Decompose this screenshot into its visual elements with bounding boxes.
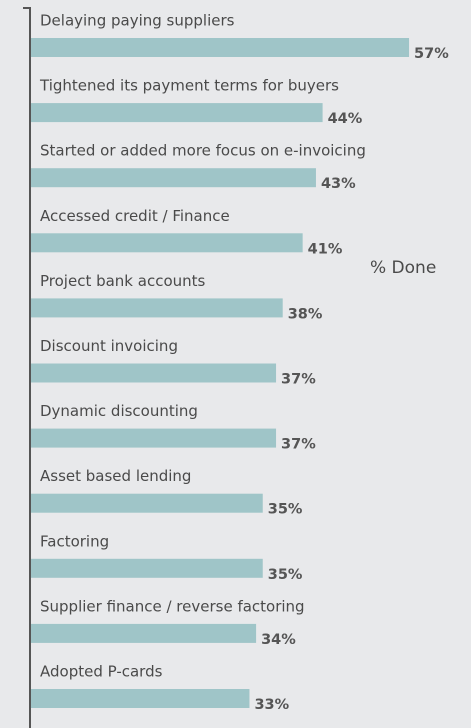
annotation: % Done xyxy=(370,258,436,278)
bar xyxy=(31,168,316,188)
category-label: Factoring xyxy=(40,532,109,550)
category-label: Discount invoicing xyxy=(40,337,178,355)
bar xyxy=(31,103,323,123)
bar xyxy=(31,298,283,318)
category-label: Dynamic discounting xyxy=(40,402,198,420)
category-label: Supplier finance / reverse factoring xyxy=(40,597,305,615)
category-label: Project bank accounts xyxy=(40,272,206,290)
bar xyxy=(31,623,257,643)
category-label: Asset based lending xyxy=(40,467,191,485)
value-label: 43% xyxy=(321,176,356,192)
category-label: Adopted P-cards xyxy=(40,663,163,681)
bar xyxy=(31,428,277,448)
bar xyxy=(31,689,250,708)
category-label: Tightened its payment terms for buyers xyxy=(39,77,339,95)
value-label: 34% xyxy=(261,632,296,648)
value-label: 35% xyxy=(268,502,303,518)
value-label: 38% xyxy=(288,306,323,322)
value-label: 37% xyxy=(281,437,316,453)
category-label: Delaying paying suppliers xyxy=(40,12,235,30)
bar xyxy=(31,558,263,578)
bar xyxy=(31,363,277,383)
value-label: 57% xyxy=(414,46,449,62)
bar xyxy=(31,233,303,253)
category-label: Started or added more focus on e-invoici… xyxy=(40,142,366,160)
value-label: 44% xyxy=(328,111,363,127)
value-label: 37% xyxy=(281,372,316,388)
bar xyxy=(31,38,410,57)
bar xyxy=(31,493,263,513)
value-label: 33% xyxy=(254,697,289,713)
value-label: 35% xyxy=(268,567,303,583)
value-label: 41% xyxy=(308,241,343,257)
category-label: Accessed credit / Finance xyxy=(40,207,230,225)
